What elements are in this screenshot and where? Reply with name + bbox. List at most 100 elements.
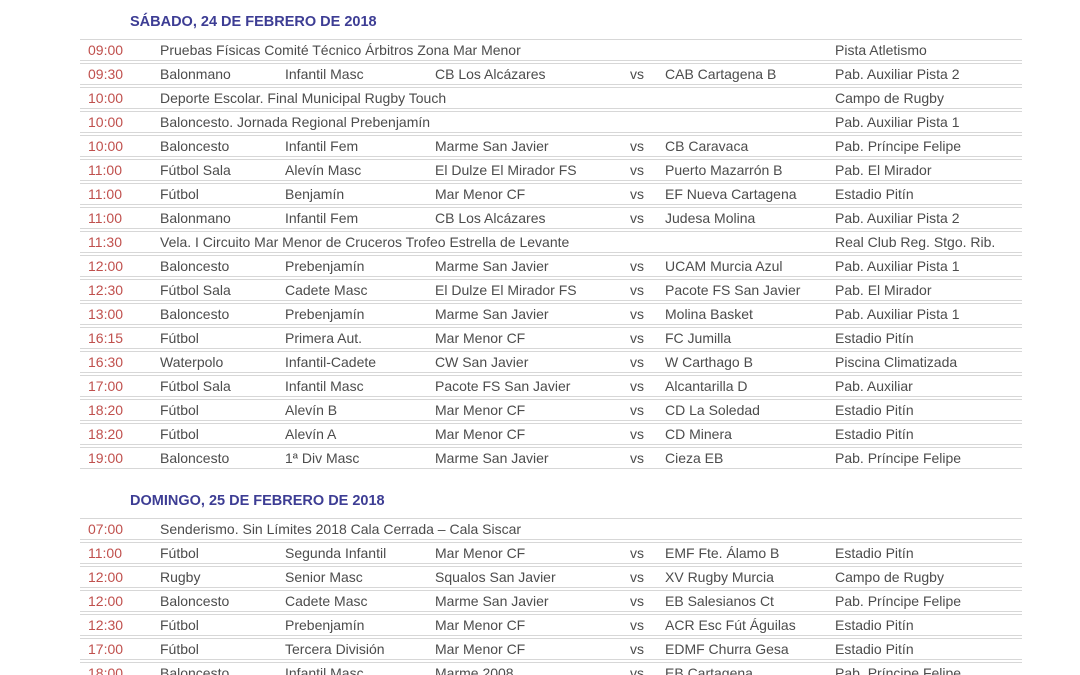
home-team-cell: Marme San Javier (435, 593, 549, 609)
venue-cell: Pab. Príncipe Felipe (835, 665, 962, 675)
venue-cell: Campo de Rugby (835, 569, 944, 585)
venue-cell: Piscina Climatizada (835, 354, 958, 370)
section-rows: 09:00 Pruebas Físicas Comité Técnico Árbi… (80, 39, 1022, 469)
home-team-cell: Mar Menor CF (435, 186, 526, 202)
away-team-cell: Cieza EB (665, 450, 724, 466)
category-cell: Cadete Masc (285, 282, 368, 298)
venue-cell: Estadio Pitín (835, 545, 914, 561)
venue-cell: Estadio Pitín (835, 641, 914, 657)
sport-cell: Baloncesto (160, 450, 230, 466)
table-row: 11:00 Fútbol Benjamín Mar Menor CF vs EF Nuev… (80, 183, 1022, 205)
time-cell: 09:00 (88, 42, 124, 58)
home-team-cell: Mar Menor CF (435, 545, 526, 561)
table-row: 17:00 Fútbol Sala Infantil Masc Pacote FS S… (80, 375, 1022, 397)
vs-label: vs (630, 617, 644, 633)
home-team-cell: Marme San Javier (435, 306, 549, 322)
home-team-cell: Marme San Javier (435, 138, 549, 154)
away-team-cell: EDMF Churra Gesa (665, 641, 789, 657)
vs-label: vs (630, 641, 644, 657)
category-cell: Segunda Infantil (285, 545, 387, 561)
away-team-cell: ACR Esc Fút Águilas (665, 617, 796, 633)
away-team-cell: CD La Soledad (665, 402, 760, 418)
category-cell: Infantil Fem (285, 138, 359, 154)
time-cell: 16:15 (88, 330, 124, 346)
category-cell: Infantil Masc (285, 665, 364, 675)
home-team-cell: CB Los Alcázares (435, 66, 546, 82)
home-team-cell: Mar Menor CF (435, 617, 526, 633)
home-team-cell: Mar Menor CF (435, 426, 526, 442)
home-team-cell: El Dulze El Mirador FS (435, 162, 577, 178)
home-team-cell: Pacote FS San Javier (435, 378, 571, 394)
away-team-cell: EB Cartagena (665, 665, 753, 675)
venue-cell: Estadio Pitín (835, 186, 914, 202)
table-row: 12:00 Baloncesto Prebenjamín Marme San Javi… (80, 255, 1022, 277)
away-team-cell: Judesa Molina (665, 210, 756, 226)
event-description-cell: Vela. I Circuito Mar Menor de Cruceros T… (160, 234, 570, 250)
sport-cell: Baloncesto (160, 306, 230, 322)
away-team-cell: Alcantarilla D (665, 378, 748, 394)
table-row: 10:00 Baloncesto Infantil Fem Marme San Jav… (80, 135, 1022, 157)
vs-label: vs (630, 354, 644, 370)
table-row: 16:15 Fútbol Primera Aut. Mar Menor CF vs FC … (80, 327, 1022, 349)
table-row: 12:00 Baloncesto Cadete Masc Marme San Javi… (80, 590, 1022, 612)
sport-cell: Fútbol (160, 426, 199, 442)
vs-label: vs (630, 186, 644, 202)
schedule-section: DOMINGO, 25 DE FEBRERO DE 2018 07:00 Sende… (80, 491, 1022, 675)
home-team-cell: El Dulze El Mirador FS (435, 282, 577, 298)
table-row: 10:00 Baloncesto. Jornada Regional Preben… (80, 111, 1022, 133)
sport-cell: Fútbol Sala (160, 162, 231, 178)
event-description-cell: Baloncesto. Jornada Regional Prebenjamín (160, 114, 431, 130)
venue-cell: Pab. Auxiliar Pista 1 (835, 306, 960, 322)
away-team-cell: W Carthago B (665, 354, 753, 370)
vs-label: vs (630, 665, 644, 675)
vs-label: vs (630, 258, 644, 274)
time-cell: 18:20 (88, 402, 124, 418)
venue-cell: Pab. Príncipe Felipe (835, 138, 962, 154)
vs-label: vs (630, 402, 644, 418)
vs-label: vs (630, 569, 644, 585)
time-cell: 10:00 (88, 114, 124, 130)
table-row: 16:30 Waterpolo Infantil-Cadete CW San Javi… (80, 351, 1022, 373)
category-cell: Senior Masc (285, 569, 363, 585)
home-team-cell: Squalos San Javier (435, 569, 556, 585)
time-cell: 12:00 (88, 258, 124, 274)
sport-cell: Fútbol (160, 186, 199, 202)
table-row: 07:00 Senderismo. Sin Límites 2018 Cala C… (80, 518, 1022, 540)
away-team-cell: EF Nueva Cartagena (665, 186, 797, 202)
sport-cell: Fútbol Sala (160, 282, 231, 298)
venue-cell: Pista Atletismo (835, 42, 927, 58)
category-cell: Infantil Fem (285, 210, 359, 226)
sport-cell: Fútbol (160, 617, 199, 633)
time-cell: 17:00 (88, 641, 124, 657)
away-team-cell: Puerto Mazarrón B (665, 162, 783, 178)
table-row: 12:30 Fútbol Sala Cadete Masc El Dulze El M… (80, 279, 1022, 301)
home-team-cell: Marme San Javier (435, 450, 549, 466)
home-team-cell: Mar Menor CF (435, 330, 526, 346)
away-team-cell: Pacote FS San Javier (665, 282, 801, 298)
away-team-cell: CB Caravaca (665, 138, 749, 154)
venue-cell: Pab. Auxiliar Pista 1 (835, 258, 960, 274)
schedule-section: SÁBADO, 24 DE FEBRERO DE 2018 09:00 Prueba… (80, 12, 1022, 469)
category-cell: Prebenjamín (285, 306, 365, 322)
time-cell: 11:30 (88, 234, 122, 250)
sport-cell: Baloncesto (160, 665, 230, 675)
vs-label: vs (630, 330, 644, 346)
category-cell: Tercera División (285, 641, 385, 657)
time-cell: 12:00 (88, 593, 124, 609)
venue-cell: Estadio Pitín (835, 330, 914, 346)
venue-cell: Pab. El Mirador (835, 282, 932, 298)
venue-cell: Pab. Auxiliar Pista 2 (835, 66, 960, 82)
away-team-cell: EB Salesianos Ct (665, 593, 774, 609)
category-cell: Prebenjamín (285, 617, 365, 633)
home-team-cell: CW San Javier (435, 354, 529, 370)
sport-cell: Balonmano (160, 210, 231, 226)
venue-cell: Estadio Pitín (835, 402, 914, 418)
venue-cell: Campo de Rugby (835, 90, 944, 106)
home-team-cell: Mar Menor CF (435, 402, 526, 418)
table-row: 11:00 Fútbol Sala Alevín Masc El Dulze El M… (80, 159, 1022, 181)
sport-cell: Fútbol (160, 402, 199, 418)
time-cell: 12:30 (88, 282, 124, 298)
vs-label: vs (630, 593, 644, 609)
section-rows: 07:00 Senderismo. Sin Límites 2018 Cala C… (80, 518, 1022, 675)
